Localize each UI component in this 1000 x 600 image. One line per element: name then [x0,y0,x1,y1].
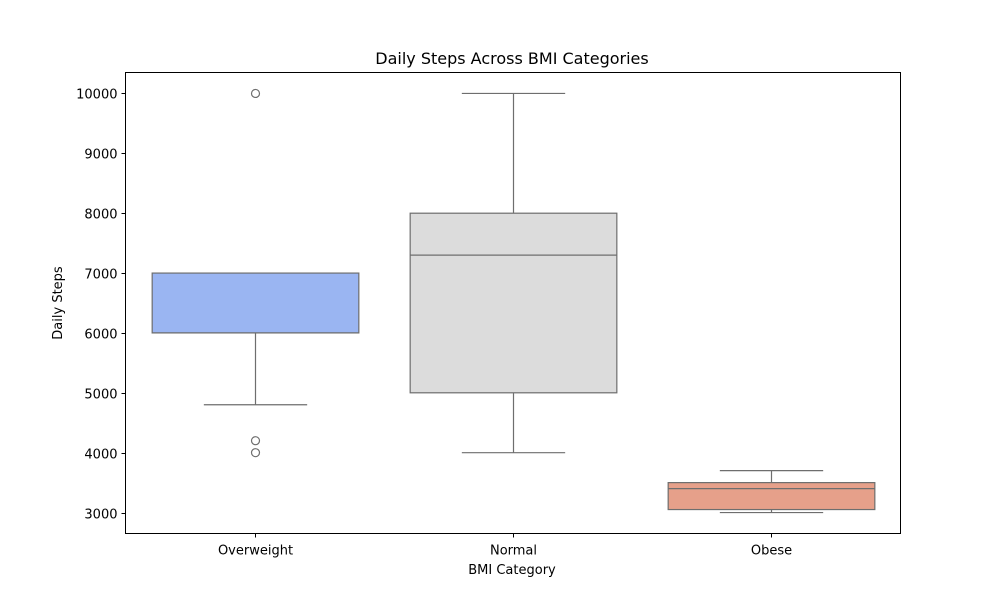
y-tick-label: 5000 [84,388,117,403]
iqr-box [151,272,360,334]
box-normal [409,92,618,454]
outlier-point [250,436,261,446]
plot-frame [125,72,901,534]
y-tick-label: 7000 [84,268,117,283]
outlier-point [250,88,261,99]
x-axis-label: BMI Category [468,563,556,578]
y-tick-label: 3000 [84,508,117,523]
chart-title: Daily Steps Across BMI Categories [375,49,648,68]
x-tick-label: Obese [751,544,792,559]
outlier-point [250,448,261,458]
iqr-box [409,212,618,394]
x-axis: Overweight Normal Obese [218,533,792,559]
x-tick-label: Overweight [218,544,293,559]
box-obese [667,470,876,514]
boxes-group [151,88,876,514]
y-tick-label: 8000 [84,208,117,223]
x-tick-label: Normal [490,544,537,559]
y-axis: 3000 4000 5000 6000 7000 8000 9000 10000 [76,88,126,523]
iqr-box [667,482,876,511]
y-tick-label: 6000 [84,328,117,343]
y-tick-label: 10000 [76,88,117,103]
y-tick-label: 4000 [84,448,117,463]
y-tick-label: 9000 [84,148,117,163]
box-overweight [151,88,360,458]
y-axis-label: Daily Steps [51,266,66,340]
